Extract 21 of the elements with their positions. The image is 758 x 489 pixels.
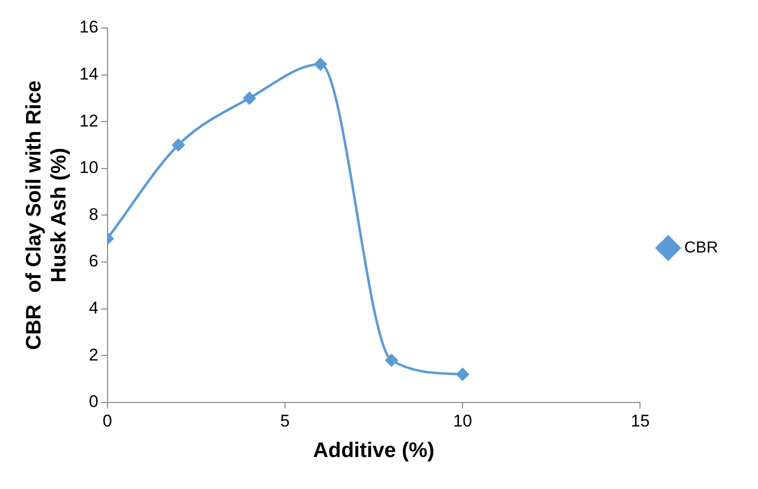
point	[243, 92, 256, 104]
y-axis-title: CBR of Clay Soil with Rice Husk Ash (%)	[22, 80, 71, 350]
y-tick-label: 10	[79, 158, 98, 178]
y-tick-label: 4	[88, 298, 98, 318]
x-axis-title: Additive (%)	[313, 439, 434, 462]
x-tick-label: 15	[630, 411, 650, 430]
y-tick-label: 0	[88, 392, 98, 412]
y-tick-label: 2	[88, 345, 98, 364]
x-tick-label: 10	[453, 411, 472, 430]
y-tick-label: 8	[88, 204, 98, 224]
x-tick-label: 0	[102, 411, 112, 430]
point	[172, 138, 185, 152]
point	[385, 354, 398, 367]
y-tick-label: 16	[79, 18, 98, 37]
y-tick-label: 6	[88, 252, 98, 271]
x-tick-label: 5	[280, 411, 290, 430]
y-tick-label: 14	[79, 64, 98, 84]
y-tick-label: 12	[79, 111, 98, 130]
point	[314, 58, 327, 71]
point	[456, 368, 469, 381]
legend-label: CBR	[684, 239, 718, 256]
